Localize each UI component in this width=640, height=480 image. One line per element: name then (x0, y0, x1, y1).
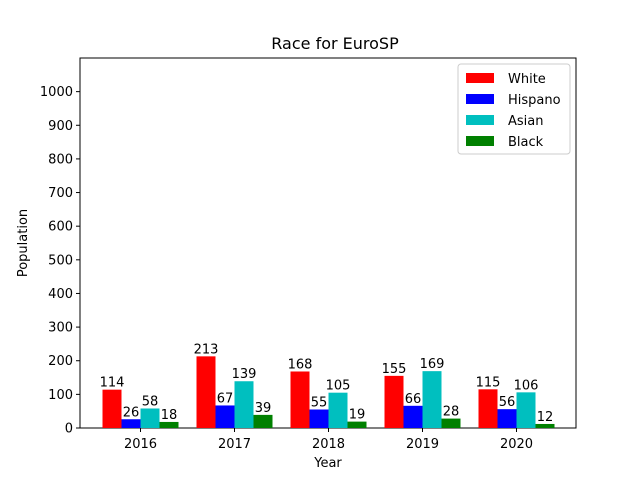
y-tick-label-400: 400 (48, 287, 73, 302)
y-tick-label-300: 300 (48, 321, 73, 336)
x-axis: 2016 2017 2018 2019 2020 (124, 428, 533, 452)
data-label-white-2016: 114 (100, 376, 125, 391)
data-label-hispano-2020: 56 (499, 395, 516, 410)
bar-hispano-2018 (309, 409, 329, 428)
y-axis: 0 100 200 300 400 500 600 700 800 900 1000 (40, 85, 80, 437)
legend-label-hispano: Hispano (508, 93, 561, 108)
legend-swatch-hispano (466, 94, 494, 104)
data-label-black-2017: 39 (255, 401, 272, 416)
bar-hispano-2020 (497, 409, 517, 428)
data-label-white-2017: 213 (194, 342, 219, 357)
y-tick-label-900: 900 (48, 119, 73, 134)
legend-label-white: White (508, 72, 546, 87)
data-label-hispano-2018: 55 (311, 396, 328, 411)
chart-title: Race for EuroSP (271, 34, 399, 53)
bar-white-2017 (196, 356, 216, 428)
legend: White Hispano Asian Black (457, 63, 571, 155)
data-label-asian-2016: 58 (142, 394, 159, 409)
data-label-white-2019: 155 (382, 362, 407, 377)
bar-asian-2018 (328, 392, 348, 428)
y-tick-label-200: 200 (48, 354, 73, 369)
legend-swatch-black (466, 136, 494, 146)
data-label-asian-2018: 105 (326, 379, 351, 394)
bar-asian-2017 (234, 381, 254, 428)
y-tick-label-800: 800 (48, 152, 73, 167)
data-label-black-2020: 12 (537, 410, 554, 425)
x-tick-label-2016: 2016 (124, 437, 157, 452)
y-tick-label-0: 0 (65, 422, 73, 437)
bar-white-2020 (478, 389, 498, 428)
bar-black-2020 (535, 423, 555, 428)
x-axis-title: Year (313, 456, 342, 471)
data-label-white-2018: 168 (288, 357, 313, 372)
bar-black-2017 (253, 414, 273, 428)
y-tick-label-600: 600 (48, 220, 73, 235)
x-tick-label-2019: 2019 (406, 437, 439, 452)
legend-label-asian: Asian (508, 114, 543, 129)
bar-hispano-2017 (215, 405, 235, 428)
y-tick-label-700: 700 (48, 186, 73, 201)
data-label-asian-2020: 106 (514, 378, 539, 393)
data-label-white-2020: 115 (476, 375, 501, 390)
bar-asian-2016 (140, 408, 160, 428)
bar-white-2018 (290, 371, 310, 428)
bar-hispano-2019 (403, 405, 423, 428)
legend-swatch-white (466, 73, 494, 83)
bar-white-2019 (384, 375, 404, 428)
data-label-asian-2019: 169 (420, 357, 445, 372)
bar-asian-2020 (516, 392, 536, 428)
data-label-black-2018: 19 (349, 408, 366, 423)
x-tick-label-2017: 2017 (218, 437, 251, 452)
y-axis-title: Population (16, 209, 31, 277)
bar-hispano-2016 (121, 419, 141, 428)
y-tick-label-1000: 1000 (40, 85, 73, 100)
legend-label-black: Black (508, 135, 544, 150)
bar-white-2016 (102, 389, 122, 428)
legend-swatch-asian (466, 115, 494, 125)
bar-asian-2019 (422, 371, 442, 428)
bars-group: 114 213 168 155 115 26 67 55 66 56 58 139 105 169 106 1… (100, 342, 555, 428)
legend-box (457, 63, 571, 155)
data-label-hispano-2016: 26 (123, 405, 140, 420)
y-tick-label-100: 100 (48, 388, 73, 403)
x-tick-label-2018: 2018 (312, 437, 345, 452)
y-tick-label-500: 500 (48, 253, 73, 268)
data-label-asian-2017: 139 (232, 367, 257, 382)
data-label-black-2016: 18 (161, 408, 178, 423)
bar-black-2018 (347, 421, 367, 428)
bar-black-2016 (159, 421, 179, 428)
x-tick-label-2020: 2020 (500, 437, 533, 452)
data-label-black-2019: 28 (443, 405, 460, 420)
data-label-hispano-2017: 67 (217, 391, 234, 406)
bar-black-2019 (441, 418, 461, 428)
data-label-hispano-2019: 66 (405, 392, 422, 407)
